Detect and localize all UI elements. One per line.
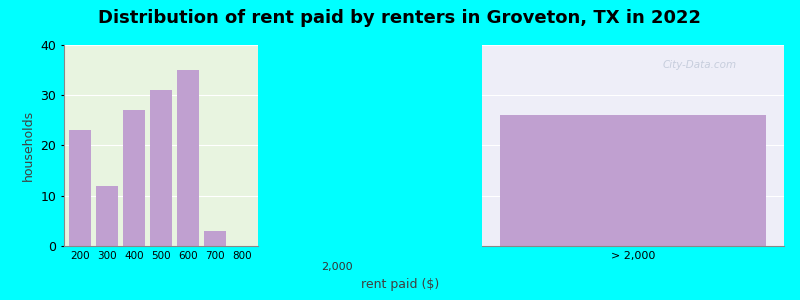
Text: Distribution of rent paid by renters in Groveton, TX in 2022: Distribution of rent paid by renters in … bbox=[98, 9, 702, 27]
Bar bbox=[177, 70, 199, 246]
Text: rent paid ($): rent paid ($) bbox=[361, 278, 439, 291]
Bar bbox=[204, 231, 226, 246]
Bar bbox=[500, 115, 766, 246]
Text: 2,000: 2,000 bbox=[321, 262, 352, 272]
Bar bbox=[150, 90, 172, 246]
Bar bbox=[123, 110, 146, 246]
Y-axis label: households: households bbox=[22, 110, 35, 181]
Bar bbox=[69, 130, 91, 246]
Bar bbox=[96, 186, 118, 246]
Text: City-Data.com: City-Data.com bbox=[662, 60, 736, 70]
